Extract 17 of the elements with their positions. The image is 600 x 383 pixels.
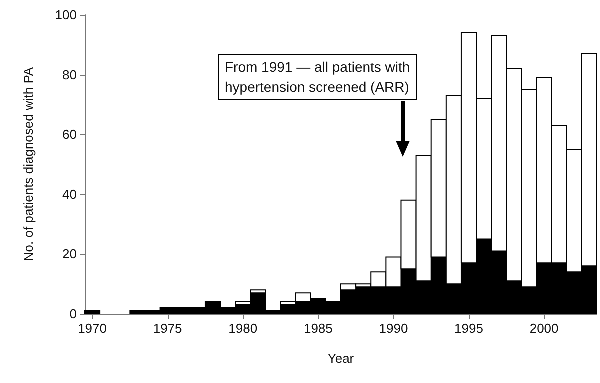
y-tick-label: 40 (62, 186, 77, 202)
y-axis-title: No. of patients diagnosed with PA (21, 67, 36, 262)
y-tick-label: 80 (62, 67, 77, 82)
y-tick-label: 0 (70, 306, 77, 322)
x-tick-label: 1975 (153, 321, 182, 336)
bar (84, 310, 101, 314)
x-tick-label: 2000 (530, 321, 559, 336)
x-tick-label: 1985 (304, 321, 333, 336)
y-tick-label: 60 (62, 127, 77, 142)
annotation: From 1991 — all patients with hypertension screened (ARR) (218, 54, 418, 100)
x-axis-title: Year (328, 351, 355, 366)
x-tick-label: 1970 (78, 321, 107, 336)
x-tick-label: 1995 (454, 321, 484, 336)
y-tick-label: 100 (55, 8, 77, 22)
x-tick-label: 1980 (228, 321, 258, 336)
y-tick-label: 20 (62, 246, 77, 262)
x-tick-label: 1990 (379, 321, 408, 336)
